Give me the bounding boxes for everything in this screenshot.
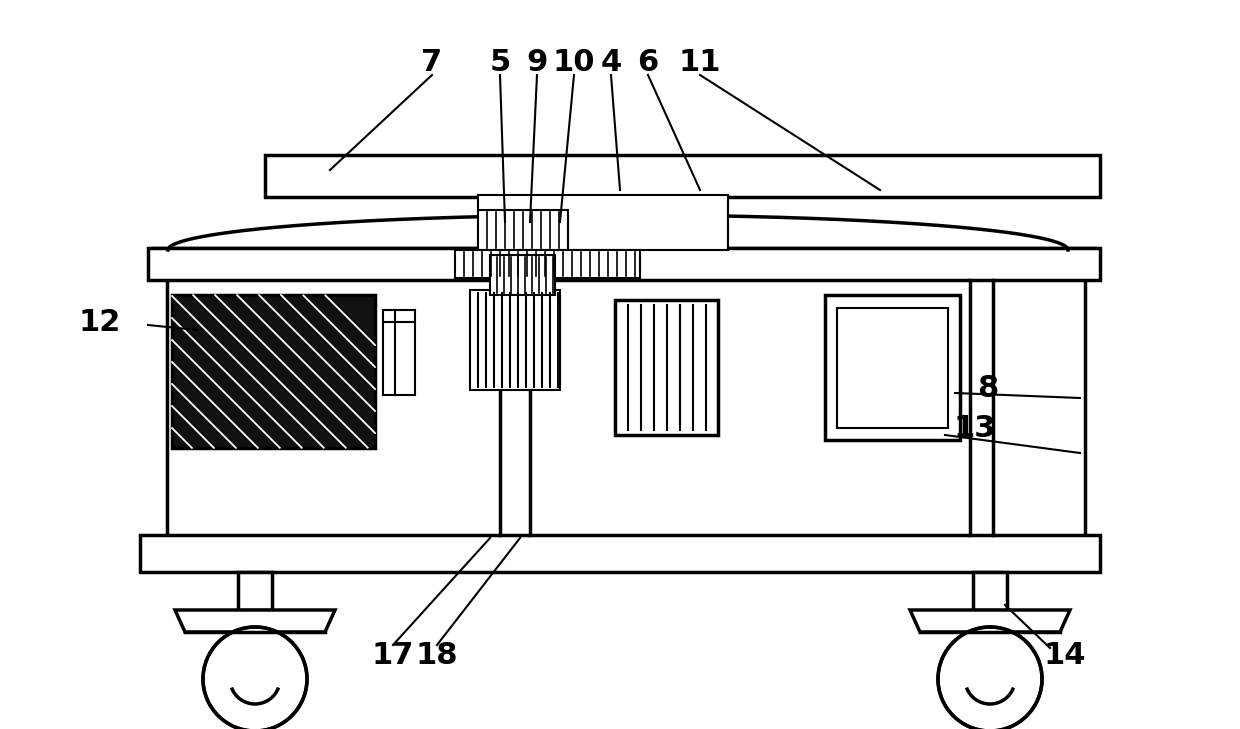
FancyBboxPatch shape	[477, 195, 728, 250]
Polygon shape	[910, 610, 1070, 632]
Text: 17: 17	[372, 641, 414, 669]
Text: 18: 18	[415, 641, 459, 669]
Text: 4: 4	[600, 47, 621, 77]
Circle shape	[203, 627, 308, 729]
Text: 11: 11	[678, 47, 722, 77]
FancyBboxPatch shape	[172, 295, 374, 448]
Text: 5: 5	[490, 47, 511, 77]
FancyBboxPatch shape	[477, 210, 568, 250]
Circle shape	[937, 627, 1042, 729]
FancyBboxPatch shape	[148, 248, 1100, 280]
Polygon shape	[175, 610, 335, 632]
Text: 14: 14	[1044, 641, 1086, 669]
FancyBboxPatch shape	[615, 300, 718, 435]
FancyBboxPatch shape	[470, 290, 560, 390]
Text: 9: 9	[526, 47, 548, 77]
FancyBboxPatch shape	[490, 255, 556, 295]
Text: 7: 7	[422, 47, 443, 77]
FancyBboxPatch shape	[140, 535, 1100, 572]
FancyBboxPatch shape	[825, 295, 960, 440]
Text: 10: 10	[553, 47, 595, 77]
Text: 12: 12	[79, 308, 122, 337]
FancyBboxPatch shape	[455, 250, 640, 278]
FancyBboxPatch shape	[238, 572, 272, 610]
FancyBboxPatch shape	[973, 572, 1007, 610]
Text: 8: 8	[977, 373, 998, 402]
FancyBboxPatch shape	[265, 155, 1100, 197]
FancyBboxPatch shape	[383, 310, 415, 395]
Text: 13: 13	[954, 413, 996, 443]
FancyBboxPatch shape	[837, 308, 949, 428]
Text: 6: 6	[637, 47, 658, 77]
